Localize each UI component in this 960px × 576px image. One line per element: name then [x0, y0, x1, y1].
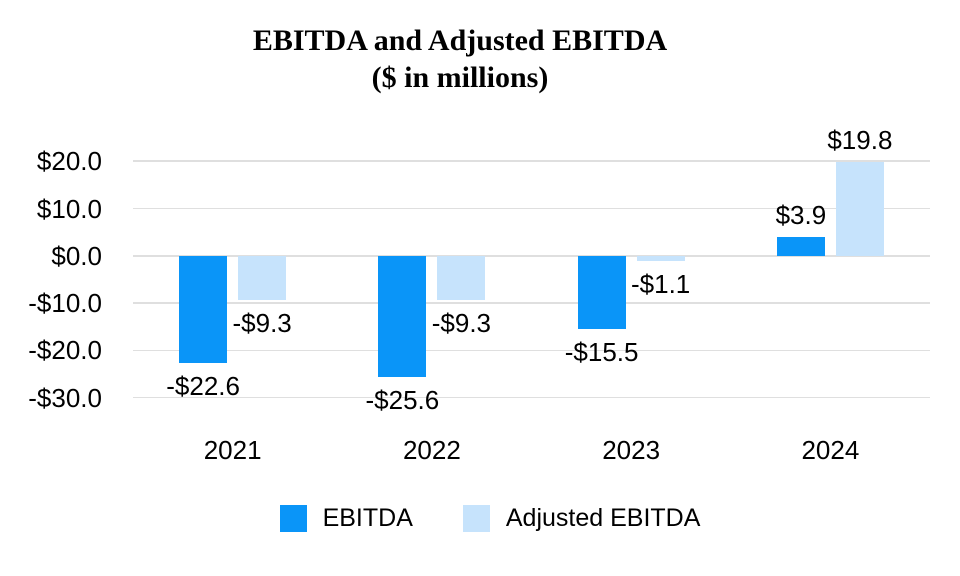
data-label-adjusted-ebitda-2021: -$9.3	[232, 307, 292, 338]
legend-label-adjusted-ebitda: Adjusted EBITDA	[505, 504, 701, 532]
bar-adjusted-ebitda-2022	[437, 255, 486, 300]
bar-adjusted-ebitda-2021	[238, 255, 287, 300]
gridline	[133, 349, 930, 352]
bar-ebitda-2022	[378, 255, 427, 377]
y-axis-tick-label: $0.0	[51, 240, 102, 271]
legend-label-ebitda: EBITDA	[322, 504, 413, 532]
x-axis-label-2022: 2022	[402, 435, 461, 465]
legend: EBITDA Adjusted EBITDA	[0, 505, 960, 532]
chart-title-line2: ($ in millions)	[371, 61, 549, 94]
bar-adjusted-ebitda-2023	[636, 255, 685, 261]
gridline	[133, 396, 930, 399]
data-label-adjusted-ebitda-2022: -$9.3	[431, 307, 492, 338]
x-axis-label-2023: 2023	[602, 435, 661, 465]
bar-ebitda-2023	[577, 255, 626, 330]
data-label-ebitda-2021: -$22.6	[166, 370, 240, 401]
y-axis-tick-label: -$10.0	[28, 288, 102, 319]
chart-title-line1: EBITDA and Adjusted EBITDA	[252, 24, 668, 57]
gridline	[133, 207, 930, 210]
y-axis-tick-label: -$20.0	[28, 335, 102, 366]
x-axis-label-2021: 2021	[203, 435, 262, 465]
gridline	[133, 160, 930, 162]
gridline	[133, 255, 930, 257]
data-label-ebitda-2024: $3.9	[775, 200, 827, 231]
bar-adjusted-ebitda-2024	[835, 162, 884, 256]
data-label-adjusted-ebitda-2023: -$1.1	[630, 269, 691, 299]
x-axis-label-2024: 2024	[801, 435, 860, 465]
chart-title: EBITDA and Adjusted EBITDA ($ in million…	[0, 22, 920, 96]
legend-swatch-ebitda	[279, 505, 307, 532]
bar-ebitda-2021	[179, 255, 228, 363]
gridline	[133, 302, 930, 304]
data-label-adjusted-ebitda-2024: $19.8	[827, 125, 893, 156]
y-axis-tick-label: $20.0	[36, 146, 102, 177]
legend-item-adjusted-ebitda: Adjusted EBITDA	[462, 504, 701, 532]
legend-swatch-adjusted-ebitda	[462, 505, 490, 532]
data-label-ebitda-2022: -$25.6	[365, 384, 440, 415]
bar-ebitda-2024	[776, 237, 825, 256]
y-axis-tick-label: -$30.0	[28, 382, 102, 413]
legend-item-ebitda: EBITDA	[279, 504, 413, 532]
data-label-ebitda-2023: -$15.5	[564, 337, 639, 368]
y-axis-tick-label: $10.0	[36, 193, 102, 224]
